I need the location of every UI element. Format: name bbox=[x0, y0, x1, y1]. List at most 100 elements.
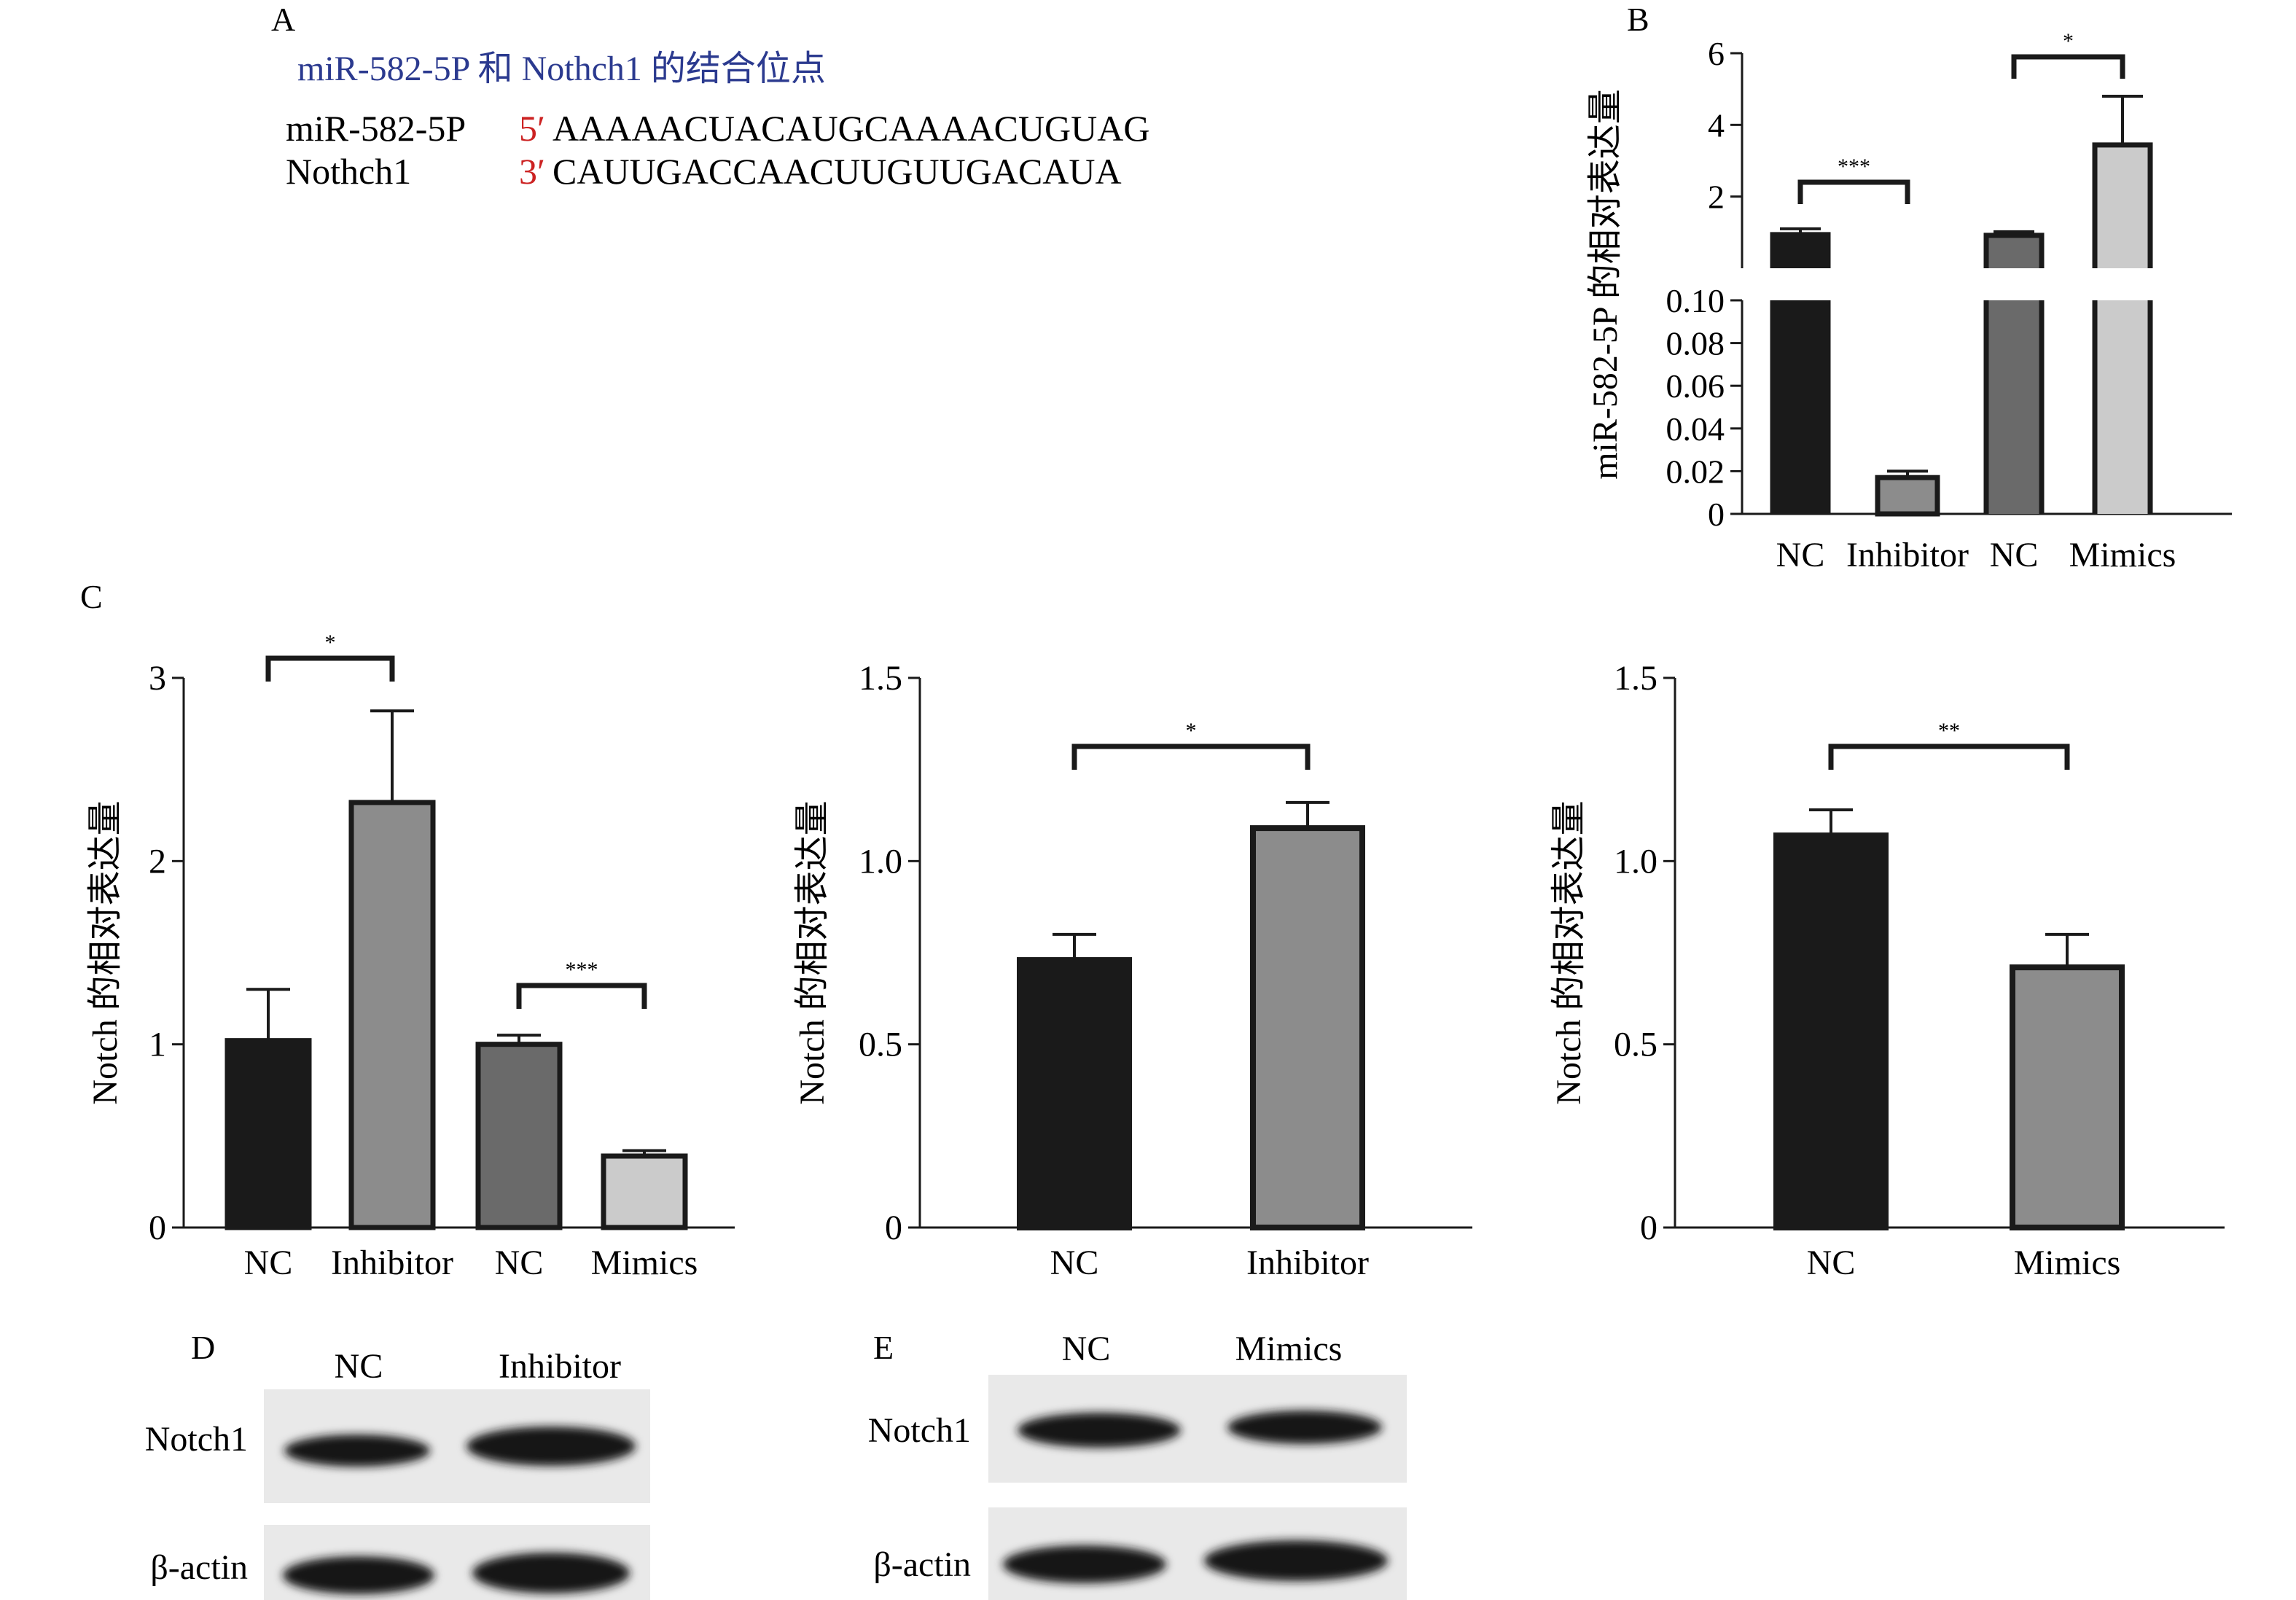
sequence-row-end-1: 5′ bbox=[519, 108, 545, 149]
significance-label-1: * bbox=[2063, 29, 2074, 53]
sequence-row-name-1: miR-582-5P bbox=[286, 108, 466, 149]
blot-d-band-actin-inhibitor bbox=[472, 1553, 630, 1593]
y-axis-label: Notch 的相对表达量 bbox=[793, 800, 832, 1104]
y-tick-label-upper: 2 bbox=[1708, 179, 1725, 216]
x-tick-label-0: NC bbox=[1807, 1244, 1856, 1282]
significance-label-0: *** bbox=[1838, 155, 1870, 179]
blot-e-row-label-2: β-actin bbox=[873, 1545, 971, 1584]
blot-d-band-notch1-nc bbox=[284, 1435, 430, 1467]
blot-e-band-notch1-mimics bbox=[1227, 1410, 1382, 1444]
significance-bracket-0 bbox=[1797, 179, 1910, 204]
x-tick-label-0: NC bbox=[244, 1244, 293, 1282]
western-blot-d: NC Inhibitor Notch1 β-actin bbox=[145, 1347, 650, 1600]
y-tick-label-upper: 4 bbox=[1708, 106, 1725, 144]
y-tick-label: 0 bbox=[1640, 1209, 1657, 1247]
y-tick-label-lower: 0.04 bbox=[1666, 410, 1725, 448]
blot-e-band-notch1-nc bbox=[1018, 1413, 1181, 1448]
bar-3-upper-outline bbox=[2092, 142, 2153, 268]
blot-d-row-label-1: Notch1 bbox=[145, 1420, 248, 1459]
bar-3 bbox=[601, 1153, 688, 1230]
chart-c2: 0 0.5 1.0 1.5 Notch 的相对表达量 NC Inhibitor * bbox=[793, 659, 1472, 1282]
bar-1 bbox=[1875, 475, 1940, 517]
blot-e-lane-label-1: NC bbox=[1062, 1330, 1111, 1368]
sequence-row-seq-2: CAUUGACCAACUUGUUGACAUA bbox=[552, 151, 1122, 192]
western-blot-e: NC Mimics Notch1 β-actin bbox=[868, 1330, 1407, 1600]
bar-0-lower bbox=[1770, 300, 1830, 514]
x-tick-label-0: NC bbox=[1776, 536, 1825, 574]
y-tick-label-lower: 0.08 bbox=[1666, 325, 1725, 362]
panel-label-e: E bbox=[873, 1329, 894, 1366]
bar-1 bbox=[348, 800, 436, 1230]
bar-0 bbox=[224, 1038, 312, 1230]
significance-bracket-1 bbox=[2011, 54, 2125, 79]
blot-e-lane-label-2: Mimics bbox=[1235, 1330, 1343, 1368]
significance-label-1: *** bbox=[566, 958, 598, 982]
bar-2-lower bbox=[1984, 300, 2044, 514]
sequence-row-name-2: Nothch1 bbox=[286, 151, 411, 192]
bar-0 bbox=[1017, 957, 1132, 1230]
bar-2 bbox=[475, 1042, 563, 1230]
bar-3-lower bbox=[2093, 300, 2152, 514]
y-axis-label: Notch 的相对表达量 bbox=[86, 800, 125, 1104]
blot-d-lane-label-2: Inhibitor bbox=[499, 1347, 621, 1386]
y-tick-label: 1 bbox=[149, 1026, 166, 1064]
bar-1 bbox=[2010, 964, 2125, 1231]
y-tick-label-lower: 0.02 bbox=[1666, 453, 1725, 490]
significance-label-0: * bbox=[325, 631, 336, 655]
y-tick-label: 1.5 bbox=[1614, 659, 1657, 698]
x-tick-label-1: Inhibitor bbox=[1846, 536, 1969, 574]
panel-label-b: B bbox=[1627, 1, 1649, 38]
panel-a-title: miR-582-5P 和 Nothch1 的结合位点 bbox=[297, 50, 826, 88]
y-tick-label: 1.0 bbox=[1614, 842, 1657, 881]
bar-3-upper bbox=[2093, 142, 2152, 268]
panel-label-a: A bbox=[271, 1, 295, 38]
blot-d-row-label-2: β-actin bbox=[150, 1548, 248, 1587]
blot-e-row-label-1: Notch1 bbox=[868, 1411, 971, 1450]
chart-b: 0 0.02 0.04 0.06 0.08 0.10 2 4 6 miR-582-5P 的相对表达… bbox=[1586, 29, 2232, 574]
significance-label-0: ** bbox=[1938, 719, 1960, 743]
y-tick-label: 0.5 bbox=[859, 1026, 902, 1064]
y-tick-label-lower: 0 bbox=[1708, 496, 1725, 533]
x-tick-label-1: Inhibitor bbox=[331, 1244, 453, 1282]
y-tick-label-lower: 0.10 bbox=[1666, 282, 1725, 319]
x-tick-label-1: Mimics bbox=[2014, 1244, 2121, 1282]
blot-e-band-actin-mimics bbox=[1204, 1540, 1388, 1581]
x-tick-label-0: NC bbox=[1050, 1244, 1099, 1282]
blot-d-band-notch1-inhibitor bbox=[466, 1427, 636, 1466]
x-tick-label-3: Mimics bbox=[591, 1244, 698, 1282]
y-tick-label: 3 bbox=[149, 659, 166, 698]
x-tick-label-3: Mimics bbox=[2069, 536, 2176, 574]
y-tick-label: 2 bbox=[149, 842, 166, 881]
significance-bracket-1 bbox=[516, 983, 647, 1009]
y-tick-label: 1.0 bbox=[859, 842, 902, 881]
y-axis-label: miR-582-5P 的相对表达量 bbox=[1586, 89, 1625, 480]
panel-label-c: C bbox=[80, 578, 103, 615]
x-tick-label-2: NC bbox=[1990, 536, 2039, 574]
significance-bracket-0 bbox=[1828, 744, 2070, 770]
sequence-row-end-2: 3′ bbox=[519, 151, 545, 192]
chart-c3: 0 0.5 1.0 1.5 Notch 的相对表达量 NC Mimics ** bbox=[1550, 659, 2225, 1282]
x-tick-label-2: NC bbox=[495, 1244, 544, 1282]
x-tick-label-1: Inhibitor bbox=[1246, 1244, 1369, 1282]
y-tick-label: 0 bbox=[885, 1209, 902, 1247]
significance-label-0: * bbox=[1186, 719, 1197, 743]
blot-d-lane-label-1: NC bbox=[335, 1347, 383, 1386]
sequence-row-seq-1: AAAAACUACAUGCAAAACUGUAG bbox=[552, 108, 1149, 149]
bar-1 bbox=[1250, 825, 1365, 1231]
significance-bracket-0 bbox=[265, 655, 395, 682]
y-tick-label: 0 bbox=[149, 1209, 166, 1247]
blot-d-band-actin-nc bbox=[283, 1556, 434, 1594]
y-axis-label: Notch 的相对表达量 bbox=[1550, 800, 1588, 1104]
y-tick-label-lower: 0.06 bbox=[1666, 367, 1725, 405]
bar-0-upper-outline bbox=[1770, 232, 1831, 268]
blot-e-band-actin-nc bbox=[1003, 1545, 1166, 1583]
y-tick-label: 0.5 bbox=[1614, 1026, 1657, 1064]
bar-2-upper bbox=[1984, 233, 2044, 268]
bar-2-upper-outline bbox=[1983, 233, 2045, 268]
bar-0 bbox=[1773, 832, 1889, 1230]
bar-0-upper bbox=[1770, 232, 1830, 268]
panel-label-d: D bbox=[191, 1329, 215, 1366]
y-tick-label: 1.5 bbox=[859, 659, 902, 698]
